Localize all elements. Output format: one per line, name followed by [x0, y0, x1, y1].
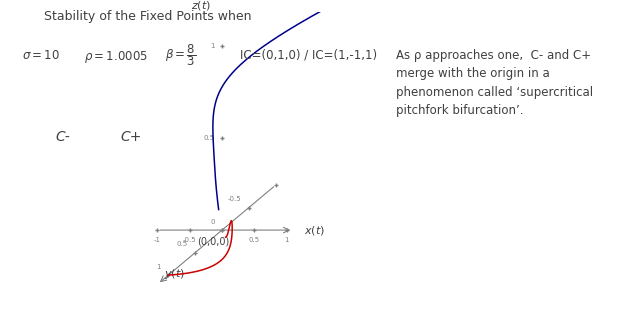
Text: 0.5: 0.5 [203, 135, 215, 141]
Text: 0: 0 [210, 218, 215, 225]
Text: $y(t)$: $y(t)$ [164, 267, 185, 281]
Text: 1: 1 [210, 43, 215, 49]
Text: 1: 1 [157, 264, 161, 270]
Text: C-: C- [55, 130, 70, 144]
Text: 0.5: 0.5 [249, 237, 260, 244]
Text: -1: -1 [154, 237, 161, 244]
Text: $\beta = \dfrac{8}{3}$: $\beta = \dfrac{8}{3}$ [165, 42, 197, 68]
Text: $\sigma = 10$: $\sigma = 10$ [22, 49, 60, 62]
Text: 0.5: 0.5 [177, 241, 188, 247]
Text: IC=(0,1,0) / IC=(1,-1,1): IC=(0,1,0) / IC=(1,-1,1) [240, 49, 378, 62]
Text: As ρ approaches one,  C- and C+
merge with the origin in a
phenomenon called ‘su: As ρ approaches one, C- and C+ merge wit… [396, 49, 593, 117]
Text: Stability of the Fixed Points when: Stability of the Fixed Points when [44, 10, 251, 23]
Text: $\rho = 1.0005$: $\rho = 1.0005$ [84, 49, 148, 65]
Text: -0.5: -0.5 [228, 196, 241, 202]
Text: (0,0,0): (0,0,0) [197, 237, 229, 247]
Text: $x(t)$: $x(t)$ [304, 224, 324, 237]
Text: $z(t)$: $z(t)$ [191, 0, 211, 11]
Text: -0.5: -0.5 [183, 237, 197, 244]
Text: 1: 1 [285, 237, 289, 244]
Text: C+: C+ [120, 130, 142, 144]
